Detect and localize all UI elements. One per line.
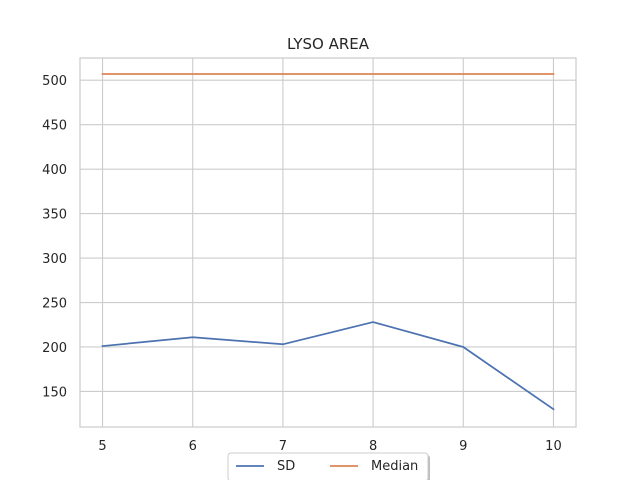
y-tick-label: 400 (42, 163, 67, 178)
y-axis-ticks: 150 200 250 300 350 400 450 500 (42, 74, 67, 400)
x-tick-label: 9 (459, 439, 467, 454)
x-axis-ticks: 5 6 7 8 9 10 (98, 439, 561, 454)
y-tick-label: 300 (42, 252, 67, 267)
x-tick-label: 7 (279, 439, 287, 454)
chart-title: LYSO AREA (287, 35, 370, 53)
x-tick-label: 6 (189, 439, 197, 454)
series-line-sd (101, 321, 555, 411)
y-tick-label: 150 (42, 385, 67, 400)
x-tick-label: 5 (98, 439, 106, 454)
y-tick-label: 350 (42, 208, 67, 223)
x-tick-label: 10 (545, 439, 562, 454)
plot-frame (79, 57, 577, 428)
y-tick-label: 500 (42, 74, 67, 89)
x-tick-label: 8 (369, 439, 377, 454)
series-layer (101, 73, 555, 411)
legend: SD Median (227, 452, 430, 480)
grid (80, 58, 576, 427)
legend-frame (227, 452, 429, 480)
y-tick-label: 200 (42, 341, 67, 356)
y-tick-label: 250 (42, 297, 67, 312)
legend-label-median: Median (371, 459, 418, 474)
y-tick-label: 450 (42, 119, 67, 134)
legend-label-sd: SD (277, 459, 295, 474)
